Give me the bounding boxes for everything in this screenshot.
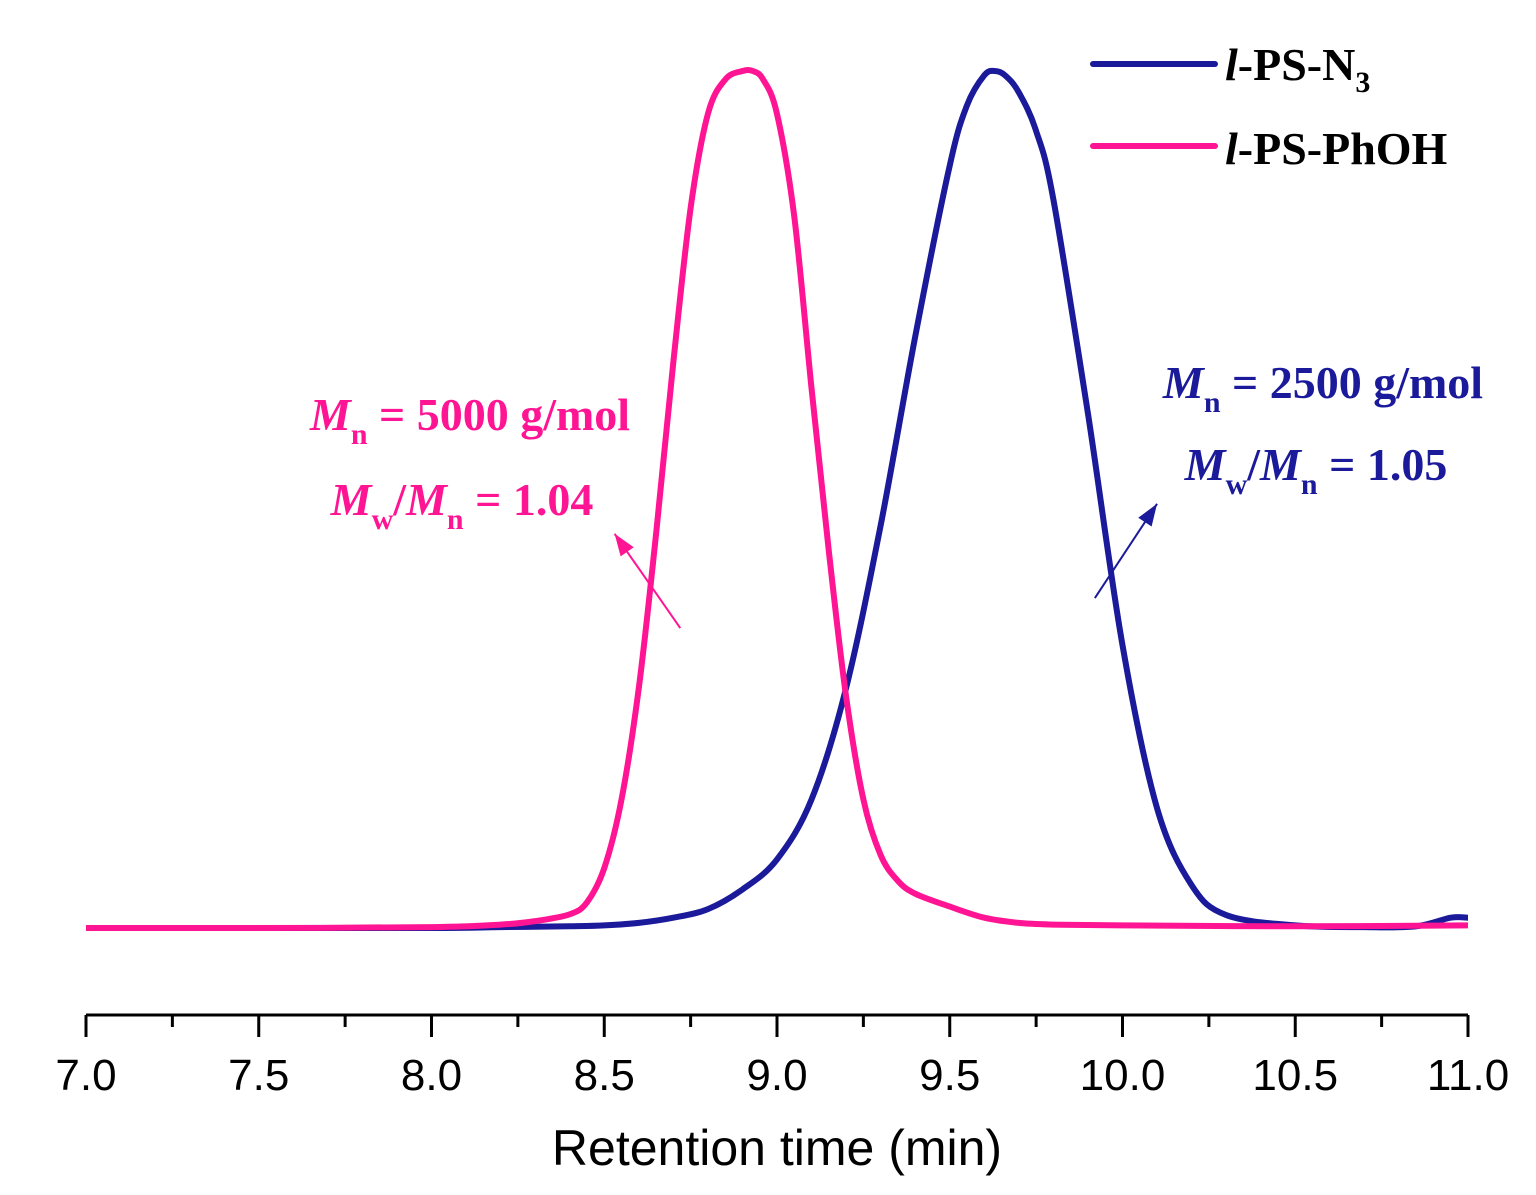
annotation-l-ps-n3: Mn = 2500 g/mol Mw/Mn = 1.05 [1162, 357, 1483, 501]
annotation-mn-l-ps-phoh: Mn = 5000 g/mol [309, 389, 630, 451]
x-tick-label: 11.0 [1427, 1051, 1509, 1100]
annotation-pdi-l-ps-phoh: Mw/Mn = 1.04 [330, 474, 594, 536]
annotation-l-ps-phoh: Mn = 5000 g/mol Mw/Mn = 1.04 [309, 389, 630, 536]
x-axis-ticks: 7.0 7.5 8.0 8.5 9.0 9.5 10.0 10.5 11.0 [55, 1015, 1509, 1100]
x-tick-label: 9.5 [919, 1051, 980, 1100]
x-tick-label: 9.0 [746, 1051, 807, 1100]
annotation-mn-l-ps-n3: Mn = 2500 g/mol [1162, 357, 1483, 419]
x-tick-label: 8.5 [574, 1051, 635, 1100]
series-line-l-ps-phoh [85, 66, 1469, 932]
legend-label-l-ps-n3: l-PS-N3 [1225, 39, 1370, 99]
x-tick-label: 10.0 [1080, 1051, 1166, 1100]
series-line-l-ps-n3 [85, 67, 1469, 932]
x-tick-label: 7.5 [228, 1051, 289, 1100]
annotation-arrows [613, 503, 1158, 629]
curves-layer [85, 66, 1469, 932]
x-tick-label: 7.0 [55, 1051, 116, 1100]
x-tick-label: 8.0 [401, 1051, 462, 1100]
annotation-arrow-head [1138, 503, 1158, 527]
annotation-arrow-head [614, 533, 634, 557]
x-axis-title: Retention time (min) [552, 1120, 1002, 1176]
legend-label-l-ps-phoh: l-PS-PhOH [1225, 123, 1448, 174]
x-tick-label: 10.5 [1252, 1051, 1338, 1100]
annotation-pdi-l-ps-n3: Mw/Mn = 1.05 [1184, 439, 1448, 501]
legend: l-PS-N3 l-PS-PhOH [1090, 39, 1448, 174]
